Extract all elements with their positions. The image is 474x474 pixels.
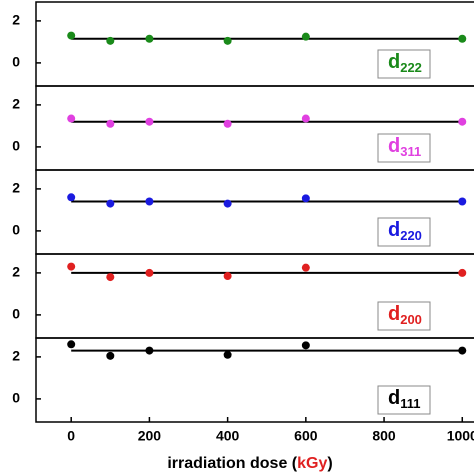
label-subscript: 111: [400, 396, 420, 411]
series-label: d311: [388, 135, 421, 159]
data-point: [458, 346, 467, 355]
label-main: d: [388, 51, 400, 73]
data-point: [301, 194, 310, 203]
data-point: [67, 114, 76, 123]
data-point: [67, 262, 76, 271]
x-axis-label-part: kGy: [297, 455, 327, 472]
data-point: [223, 350, 232, 359]
data-point: [223, 272, 232, 281]
x-tick-label: 800: [372, 428, 396, 444]
y-tick-label: 0: [12, 54, 20, 70]
label-main: d: [388, 219, 400, 241]
series-label: d200: [388, 303, 422, 327]
x-tick-label: 1000: [447, 428, 474, 444]
label-box: [377, 49, 431, 79]
x-axis-label: irradiation dose (kGy): [167, 455, 332, 472]
y-tick-label: 2: [12, 96, 20, 112]
y-tick-label: 0: [12, 222, 20, 238]
label-subscript: 311: [400, 144, 421, 159]
y-tick-label: 2: [12, 180, 20, 196]
data-point: [106, 351, 115, 360]
data-point: [301, 263, 310, 272]
data-point: [145, 117, 154, 126]
y-tick-label: 0: [12, 138, 20, 154]
data-point: [458, 34, 467, 43]
data-point: [67, 340, 76, 349]
y-tick-label: 2: [12, 348, 20, 364]
data-point: [223, 119, 232, 128]
data-point: [458, 197, 467, 206]
data-point: [301, 114, 310, 123]
y-tick-label: 2: [12, 264, 20, 280]
data-point: [145, 268, 154, 277]
y-tick-label: 0: [12, 306, 20, 322]
label-box: [377, 301, 431, 331]
x-tick-label: 200: [138, 428, 162, 444]
data-point: [106, 273, 115, 282]
label-box: [377, 385, 431, 415]
label-subscript: 200: [400, 312, 422, 327]
data-point: [458, 117, 467, 126]
x-tick-label: 400: [216, 428, 240, 444]
data-point: [145, 197, 154, 206]
data-point: [106, 36, 115, 45]
panel-frame: [35, 337, 474, 423]
x-tick-label: 0: [67, 428, 75, 444]
x-tick-label: 600: [294, 428, 318, 444]
data-point: [223, 199, 232, 208]
series-label: d220: [388, 219, 422, 243]
data-point: [458, 268, 467, 277]
x-axis-label-part: ): [327, 455, 332, 472]
y-tick-label: 0: [12, 390, 20, 406]
x-axis-label-part: irradiation dose (: [167, 455, 297, 472]
y-tick-label: 2: [12, 12, 20, 28]
label-subscript: 220: [400, 228, 422, 243]
data-point: [301, 32, 310, 41]
data-point: [106, 199, 115, 208]
label-main: d: [388, 387, 400, 409]
data-point: [301, 341, 310, 350]
data-point: [145, 346, 154, 355]
label-main: d: [388, 135, 400, 157]
data-point: [106, 119, 115, 128]
data-point: [67, 31, 76, 40]
data-point: [145, 34, 154, 43]
data-point: [223, 36, 232, 45]
label-box: [377, 217, 431, 247]
data-point: [67, 193, 76, 202]
label-main: d: [388, 303, 400, 325]
series-label: d222: [388, 51, 422, 75]
label-subscript: 222: [400, 60, 422, 75]
series-label: d111: [388, 387, 420, 411]
label-box: [377, 133, 431, 163]
